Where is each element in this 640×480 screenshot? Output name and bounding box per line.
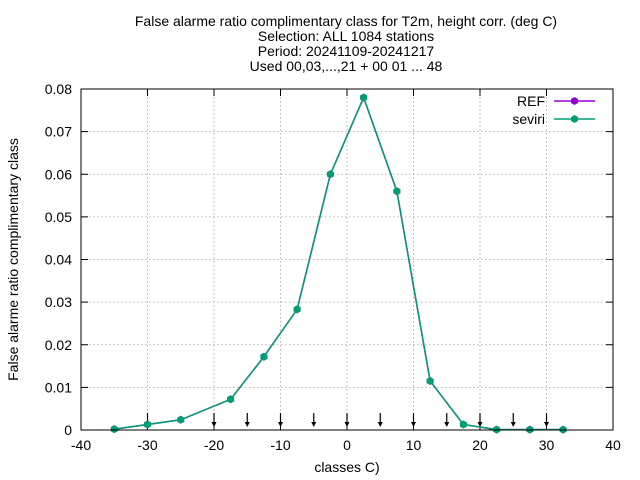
legend-label: seviri (512, 111, 545, 127)
x-tick-label: -30 (137, 437, 157, 453)
data-point (144, 420, 151, 429)
plot-frame (80, 88, 614, 431)
grid (81, 89, 613, 430)
x-tick-label: 20 (472, 437, 488, 453)
arrow-head (444, 422, 450, 427)
arrow-head (510, 422, 516, 427)
data-point (177, 415, 185, 424)
class-boundary-arrow (344, 413, 350, 427)
class-boundary-arrow (311, 413, 317, 427)
legend-swatch-marker (571, 97, 578, 105)
x-tick-label: 10 (406, 437, 422, 453)
title-line: Used 00,03,...,21 + 00 01 ... 48 (250, 58, 443, 74)
x-tick-label: 0 (343, 437, 351, 453)
arrow-head (278, 422, 283, 427)
legend-swatch-marker (571, 115, 578, 123)
x-tick-label: 30 (539, 437, 555, 453)
data-point (360, 93, 368, 102)
title-line: False alarme ratio complimentary class f… (135, 13, 557, 29)
data-point (260, 352, 268, 361)
class-boundary-arrows (145, 413, 549, 427)
series-seviri (110, 93, 567, 434)
data-point (110, 425, 118, 434)
data-point (227, 395, 235, 404)
x-axis-label: classes C) (314, 459, 379, 475)
series-ref (110, 93, 567, 434)
series (110, 93, 567, 434)
legend-label: REF (517, 93, 545, 109)
arrow-head (544, 422, 549, 427)
axis-ticks: -40 -30 -20 -10 0 10 20 30 40 0 0.01 0.02 0.03 0.04 0.… (45, 81, 621, 453)
class-boundary-arrow (278, 413, 283, 427)
y-tick-label: 0.06 (45, 166, 72, 182)
y-tick-label: 0.07 (45, 124, 72, 140)
series-line (114, 95, 564, 431)
y-tick-label: 0.02 (45, 337, 72, 353)
legend: REF seviri (512, 93, 595, 127)
arrow-head (477, 422, 483, 427)
data-point (393, 187, 401, 196)
arrow-head (244, 422, 250, 427)
class-boundary-arrow (510, 413, 516, 427)
arrow-head (377, 422, 383, 427)
class-boundary-arrow (211, 413, 217, 427)
series-line (114, 95, 564, 431)
y-tick-label: 0.08 (45, 81, 72, 97)
title-line: Selection: ALL 1084 stations (258, 28, 434, 44)
class-boundary-arrow (444, 413, 450, 427)
data-point (426, 376, 434, 385)
arrow-head (211, 422, 217, 427)
data-point (326, 170, 334, 179)
x-tick-label: 40 (605, 437, 621, 453)
x-tick-label: -40 (71, 437, 91, 453)
y-tick-label: 0 (64, 422, 72, 438)
class-boundary-arrow (244, 413, 250, 427)
class-boundary-arrow (544, 413, 549, 427)
y-tick-label: 0.04 (45, 252, 72, 268)
x-tick-label: -10 (270, 437, 290, 453)
y-tick-label: 0.05 (45, 209, 72, 225)
data-point (293, 305, 301, 314)
x-tick-label: -20 (204, 437, 224, 453)
arrow-head (344, 422, 350, 427)
y-tick-label: 0.01 (45, 379, 72, 395)
arrow-head (311, 422, 317, 427)
data-point (459, 420, 467, 429)
class-boundary-arrow (477, 413, 483, 427)
title-line: Period: 20241109-20241217 (258, 43, 435, 59)
y-tick-label: 0.03 (45, 294, 72, 310)
class-boundary-arrow (377, 413, 383, 427)
y-axis-label: False alarme ratio complimentary class (5, 138, 21, 381)
class-boundary-arrow (411, 413, 416, 427)
chart-title: False alarme ratio complimentary class f… (135, 13, 557, 74)
arrow-head (411, 422, 416, 427)
